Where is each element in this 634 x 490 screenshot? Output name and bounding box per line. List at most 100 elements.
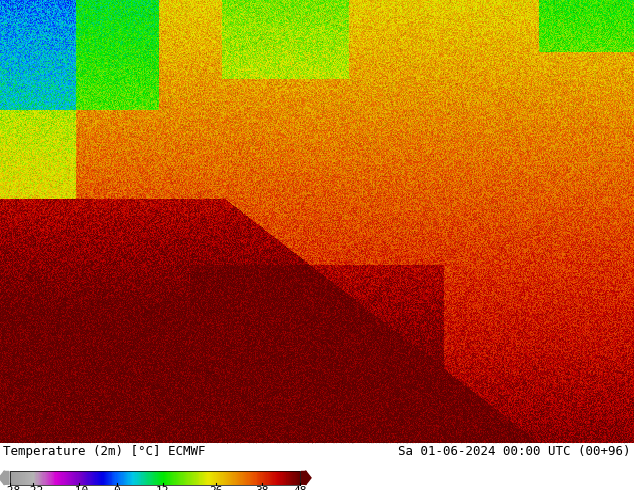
Point — [515, 141, 525, 148]
Point — [132, 166, 142, 173]
Point — [250, 172, 261, 180]
Point — [600, 385, 610, 392]
Point — [53, 414, 63, 421]
Point — [53, 348, 63, 356]
Point — [224, 188, 235, 196]
Point — [61, 229, 71, 237]
Point — [555, 101, 566, 109]
Point — [210, 410, 221, 418]
Point — [611, 79, 621, 87]
Point — [498, 256, 508, 264]
Point — [616, 259, 626, 267]
Point — [589, 387, 599, 394]
Point — [37, 23, 48, 31]
Point — [272, 303, 282, 311]
Point — [373, 68, 384, 75]
Point — [566, 434, 576, 442]
Point — [313, 290, 323, 297]
Point — [203, 250, 213, 258]
Point — [239, 67, 249, 75]
Point — [328, 146, 339, 153]
Point — [40, 152, 50, 160]
Point — [120, 385, 131, 392]
Point — [597, 171, 607, 178]
Point — [471, 178, 481, 186]
Point — [183, 100, 193, 108]
Point — [581, 100, 592, 108]
Point — [603, 389, 613, 396]
Point — [56, 371, 67, 379]
Point — [178, 31, 188, 39]
Point — [240, 244, 250, 251]
Point — [426, 314, 436, 321]
Point — [450, 428, 460, 436]
Point — [281, 246, 292, 254]
Point — [134, 2, 144, 10]
Point — [533, 253, 543, 261]
Point — [110, 301, 120, 309]
Point — [375, 292, 385, 299]
Point — [582, 336, 592, 344]
Point — [173, 79, 183, 87]
Point — [332, 389, 342, 396]
Point — [500, 291, 510, 299]
Point — [386, 320, 396, 328]
Point — [576, 174, 586, 182]
Point — [269, 298, 280, 306]
Point — [87, 57, 98, 65]
Point — [586, 218, 597, 225]
Point — [579, 160, 589, 168]
Point — [54, 66, 64, 74]
Point — [108, 335, 119, 343]
Point — [418, 0, 429, 6]
Point — [25, 47, 35, 55]
Point — [457, 402, 467, 410]
Point — [102, 57, 112, 65]
Point — [81, 215, 91, 223]
Point — [604, 210, 614, 218]
Point — [281, 381, 291, 389]
Point — [186, 42, 197, 49]
Point — [486, 201, 496, 209]
Point — [4, 295, 14, 303]
Point — [245, 44, 256, 52]
Point — [62, 364, 72, 372]
Point — [42, 426, 52, 434]
Point — [437, 166, 447, 173]
Point — [176, 113, 186, 121]
Point — [513, 246, 523, 254]
Point — [337, 198, 347, 206]
Point — [155, 226, 165, 234]
Point — [596, 218, 606, 225]
Point — [92, 140, 102, 147]
Point — [53, 37, 63, 45]
Point — [396, 57, 406, 65]
Point — [183, 71, 193, 78]
Point — [382, 357, 392, 365]
Point — [214, 59, 224, 67]
Point — [105, 240, 115, 247]
Point — [563, 415, 573, 422]
Point — [620, 418, 630, 426]
Point — [626, 43, 634, 50]
Point — [493, 99, 503, 107]
Point — [157, 15, 167, 23]
Point — [485, 97, 495, 105]
Point — [214, 402, 224, 410]
Point — [11, 230, 22, 238]
Point — [34, 356, 44, 364]
Point — [459, 257, 469, 265]
Point — [301, 95, 311, 103]
Point — [86, 376, 96, 384]
Point — [25, 272, 35, 280]
Point — [553, 224, 564, 232]
Point — [325, 352, 335, 360]
Point — [294, 95, 304, 103]
Point — [164, 123, 174, 131]
Point — [87, 373, 98, 381]
Point — [620, 328, 630, 336]
Point — [34, 385, 44, 393]
Point — [314, 313, 324, 320]
Point — [528, 284, 538, 292]
Point — [191, 110, 201, 118]
